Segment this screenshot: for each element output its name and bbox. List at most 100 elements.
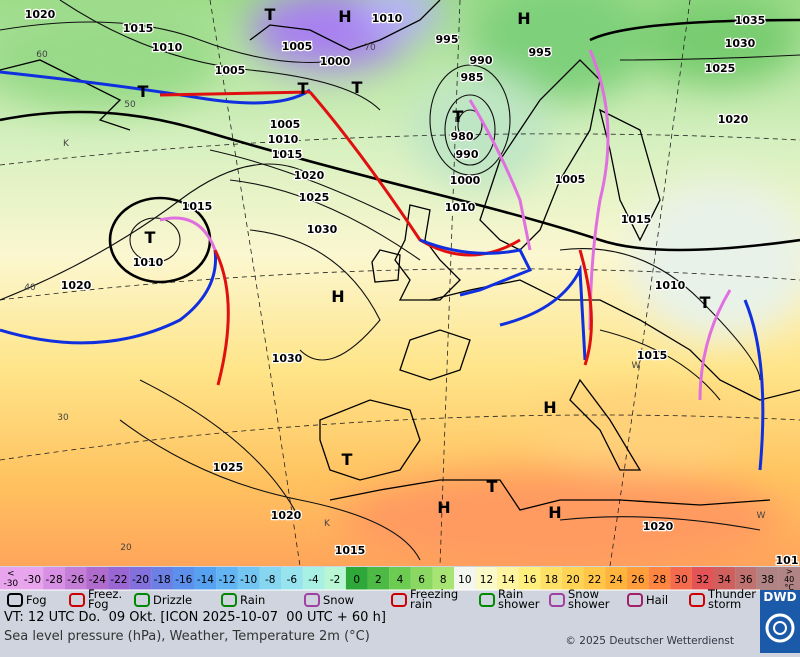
temperature-label: 50 xyxy=(124,100,136,110)
isobar-label: 1015 xyxy=(182,200,213,213)
isobar-label: 1005 xyxy=(215,64,246,77)
scale-cell xyxy=(237,567,260,590)
scale-cell xyxy=(43,567,65,590)
temperature-label: 40 xyxy=(24,283,36,293)
isobar-label: 985 xyxy=(461,71,484,84)
weather-icon xyxy=(391,593,407,607)
pressure-center: T xyxy=(138,82,149,101)
scale-label: -30 xyxy=(3,579,18,589)
pressure-center: H xyxy=(338,7,351,26)
weather-icon xyxy=(549,593,565,607)
valid-time: VT: 12 UTC Do. 09 Okt. [ICON 2025-10-07 … xyxy=(4,610,386,625)
isobar-label: 1010 xyxy=(152,41,183,54)
isobar-label: 1020 xyxy=(61,279,92,292)
scale-label: -2 xyxy=(330,574,340,586)
scale-cell xyxy=(389,567,411,590)
weather-label: Fog xyxy=(26,593,47,607)
pressure-center: T xyxy=(487,477,498,496)
scale-cell xyxy=(302,567,325,590)
isobar-label: 990 xyxy=(470,54,493,67)
isobar-label: 1000 xyxy=(450,174,481,187)
scale-label: 18 xyxy=(545,574,558,586)
isobar-label: 995 xyxy=(436,33,459,46)
isobar-label: 1005 xyxy=(282,40,313,53)
scale-cell xyxy=(713,567,736,590)
scale-label: 32 xyxy=(696,574,709,586)
pressure-center: T xyxy=(145,228,156,247)
scale-label: 28 xyxy=(653,574,666,586)
coastlines xyxy=(0,0,800,511)
scale-cell xyxy=(21,567,44,590)
temperature-label: K xyxy=(324,519,331,529)
isobar-label: 1025 xyxy=(299,191,330,204)
scale-cell xyxy=(194,567,217,590)
scale-label: 4 xyxy=(397,574,404,586)
scale-cell xyxy=(86,567,109,590)
scale-label: 8 xyxy=(440,574,447,586)
scale-label: -4 xyxy=(308,574,319,586)
scale-label: < xyxy=(7,569,15,579)
scale-label: -14 xyxy=(197,574,214,586)
scale-label: 38 xyxy=(761,574,774,586)
pressure-center: H xyxy=(437,498,450,517)
scale-label: 36 xyxy=(739,574,753,586)
pressure-center: H xyxy=(517,9,530,28)
isobar-label: 1005 xyxy=(555,173,586,186)
scale-label: 2 xyxy=(375,574,382,586)
scale-label: 30 xyxy=(674,574,687,586)
isobar-label: 1020 xyxy=(643,520,674,533)
isobar-label: 1030 xyxy=(307,223,338,236)
scale-cell xyxy=(216,567,238,590)
scale-label: 14 xyxy=(501,574,515,586)
logo-text: DWD xyxy=(763,590,796,604)
scale-cell xyxy=(670,567,692,590)
pressure-center: H xyxy=(543,398,556,417)
scale-label: -10 xyxy=(240,574,257,586)
isobar-label: 1020 xyxy=(718,113,749,126)
temperature-label: 20 xyxy=(120,543,132,553)
isobar-label: 1000 xyxy=(320,55,351,68)
scale-label: -8 xyxy=(265,574,275,586)
scale-label: 40 xyxy=(784,575,794,584)
isobar-label: 1015 xyxy=(335,544,366,557)
scale-cell xyxy=(583,567,606,590)
isobar-label: 1015 xyxy=(272,148,303,161)
scale-cell xyxy=(259,567,282,590)
scale-label: -6 xyxy=(287,574,298,586)
isobar-label: 990 xyxy=(456,148,479,161)
scale-cell xyxy=(281,567,303,590)
pressure-center: T xyxy=(700,293,711,312)
scale-cell xyxy=(151,567,173,590)
pressure-center: T xyxy=(342,450,353,469)
scale-cell xyxy=(691,567,714,590)
pressure-center: T xyxy=(265,5,276,24)
scale-label: 20 xyxy=(566,574,579,586)
scale-cell xyxy=(735,567,757,590)
scale-label: 34 xyxy=(718,574,732,586)
isobar-label: 995 xyxy=(529,46,552,59)
isobar-label: 1020 xyxy=(294,169,325,182)
scale-cell xyxy=(410,567,433,590)
scale-cell xyxy=(108,567,130,590)
weather-icon xyxy=(221,593,237,607)
scale-cell xyxy=(518,567,541,590)
weather-label: Freez. Fog xyxy=(88,587,122,611)
weather-label: Hail xyxy=(646,593,668,607)
isobar-label: 1010 xyxy=(268,133,299,146)
weather-label: Drizzle xyxy=(153,593,192,607)
pressure-center: T xyxy=(298,79,309,98)
scale-label: 0 xyxy=(353,574,360,586)
isobar-label: 1020 xyxy=(271,509,302,522)
weather-icon xyxy=(69,593,85,607)
graticule xyxy=(0,0,800,567)
weather-label: Rain shower xyxy=(498,587,540,611)
weather-label: Snow shower xyxy=(568,587,610,611)
scale-label: °C xyxy=(784,583,794,592)
scale-cell xyxy=(756,567,779,590)
scale-label: -12 xyxy=(218,574,235,586)
isobar-label: 101 xyxy=(776,554,799,567)
scale-cell xyxy=(648,567,671,590)
temperature-label: 30 xyxy=(57,413,69,423)
scale-cell xyxy=(627,567,649,590)
temperature-label: W xyxy=(757,511,766,521)
